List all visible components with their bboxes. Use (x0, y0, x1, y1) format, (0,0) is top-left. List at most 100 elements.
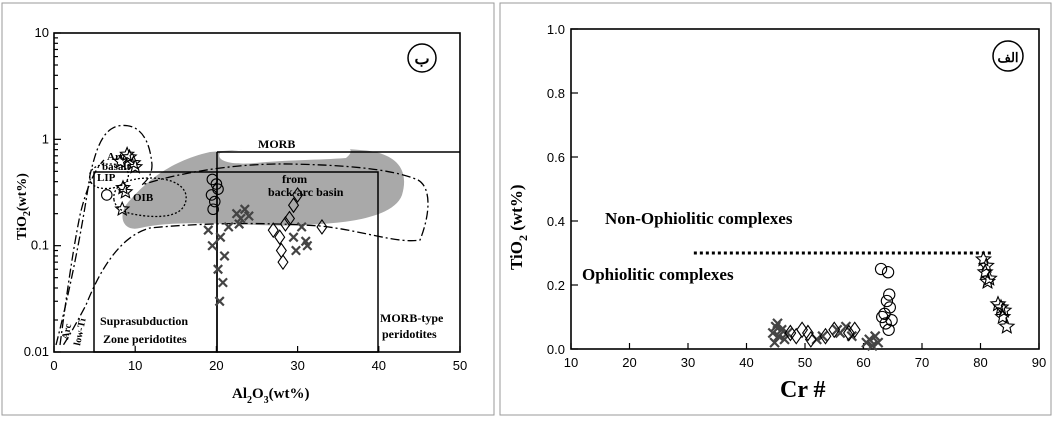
ssz-label-1: Suprasubduction (100, 314, 188, 328)
left-x-tick-label: 40 (372, 358, 386, 373)
right-circle-point (874, 262, 888, 276)
morb-type-label-2: peridotites (382, 327, 437, 341)
left-star-point (114, 200, 131, 217)
left-plot-area (53, 32, 461, 353)
left-ticks: 0 10 20 30 40 50 0.01 0.1 1 10 (24, 25, 468, 373)
left-x-axis-title: Al2O3(wt%) (232, 386, 310, 406)
right-y-tick-label: 0.4 (547, 214, 565, 229)
right-cross-point (817, 330, 828, 342)
right-x-axis-title: Cr # (780, 377, 826, 403)
left-cross-point (207, 240, 218, 251)
ophiolitic-label: Ophiolitic complexes (582, 265, 734, 284)
left-cross-point (243, 211, 254, 222)
left-y-tick-label: 10 (35, 25, 49, 40)
right-diamond-point (784, 324, 797, 342)
left-x-tick-label: 50 (453, 358, 467, 373)
backarc-label-1: from (282, 172, 307, 186)
left-y-tick-label: 0.1 (31, 238, 49, 253)
left-y-tick-label: 0.01 (24, 344, 49, 359)
left-x-tick-label: 10 (128, 358, 142, 373)
left-cross-point (203, 225, 214, 236)
right-star-point (980, 269, 998, 286)
right-circle-point (882, 323, 895, 336)
lip-label: LIP (97, 172, 116, 184)
right-y-tick-label: 0.2 (547, 278, 565, 293)
left-cross-point (288, 232, 299, 243)
left-cross-point (223, 221, 234, 232)
morb-type-label-1: MORB-type (380, 311, 444, 325)
left-cross-point (213, 264, 224, 275)
backarc-label-2: back-arc basin (268, 185, 344, 199)
left-circle-point (208, 195, 221, 208)
left-star-point (115, 179, 132, 195)
arc-basalt-label-2: basalt (102, 161, 130, 173)
right-star-point (977, 256, 995, 274)
left-diamond-point (316, 218, 328, 235)
left-star-point (117, 183, 134, 199)
left-x-tick-label: 20 (209, 358, 223, 373)
right-star-point (998, 317, 1016, 334)
left-cross-point (239, 204, 250, 215)
right-y-tick-label: 0.0 (547, 342, 565, 357)
right-circle-point (883, 288, 896, 301)
left-circle-point (205, 189, 218, 201)
right-circle-point (883, 301, 897, 314)
left-circle-point (207, 203, 219, 216)
right-y-axis-title: TiO2 (wt%) (507, 185, 530, 271)
right-cross-point (872, 337, 884, 348)
left-cross-point (296, 221, 307, 232)
left-cross-point (215, 232, 226, 243)
right-cross-point (767, 327, 779, 339)
right-panel-frame (499, 2, 1052, 416)
right-y-tick-label: 0.6 (547, 150, 565, 165)
right-star-point (994, 308, 1012, 325)
right-x-tick-label: 60 (856, 355, 870, 370)
left-diamond-point (283, 210, 296, 227)
arc-low-ti-label-1: Arc (60, 322, 74, 340)
left-circle-point (210, 178, 223, 190)
left-diamond-point (274, 229, 286, 246)
right-diamond-point (790, 327, 803, 345)
right-ticks: 10 20 30 40 50 60 70 80 90 0.0 0.2 0.4 0.6 0.8 1.0 (547, 22, 1046, 370)
left-y-axis-title: TiO2(wt%) (15, 173, 33, 240)
backarc-field (122, 147, 405, 229)
left-star-point (119, 146, 136, 162)
left-circle-point (100, 189, 113, 201)
left-cross-point (234, 218, 245, 229)
left-diamond-point (287, 197, 300, 214)
morb-band (219, 144, 351, 164)
right-x-tick-label: 50 (798, 355, 812, 370)
left-cross-point (217, 277, 228, 288)
arc-envelope (55, 124, 429, 348)
left-panel-mark-circle (407, 43, 437, 73)
left-x-tick-label: 0 (50, 358, 57, 373)
left-panel-frame (1, 2, 495, 416)
left-y-tick-label: 1 (42, 131, 49, 146)
right-marks (767, 250, 1016, 352)
left-cross-point (302, 240, 313, 251)
oib-field (113, 177, 187, 218)
right-circle-point (880, 294, 894, 308)
right-cross-point (772, 318, 783, 329)
oib-label: OIB (133, 192, 154, 204)
right-cross-point (769, 337, 780, 348)
left-diamond-point (279, 216, 291, 232)
ssz-label-2: Zone peridotites (103, 332, 187, 346)
right-x-tick-label: 40 (739, 355, 753, 370)
right-diamond-point (819, 327, 832, 345)
left-diamond-point (275, 242, 287, 259)
right-star-point (989, 295, 1007, 312)
right-star-point (992, 298, 1010, 315)
right-cross-point (866, 340, 878, 352)
right-chart: 10 20 30 40 50 60 70 80 90 0.0 0.2 0.4 0.6 0.8 1.0 الف… (507, 22, 1046, 403)
right-y-tick-label: 0.8 (547, 86, 565, 101)
right-circle-point (879, 317, 892, 330)
right-diamond-point (848, 321, 861, 339)
left-marks (100, 146, 328, 307)
left-diamond-point (267, 222, 279, 239)
left-cross-point (290, 245, 301, 256)
right-star-point (995, 301, 1013, 318)
right-x-tick-label: 30 (681, 355, 695, 370)
right-diamond-point (802, 324, 814, 342)
